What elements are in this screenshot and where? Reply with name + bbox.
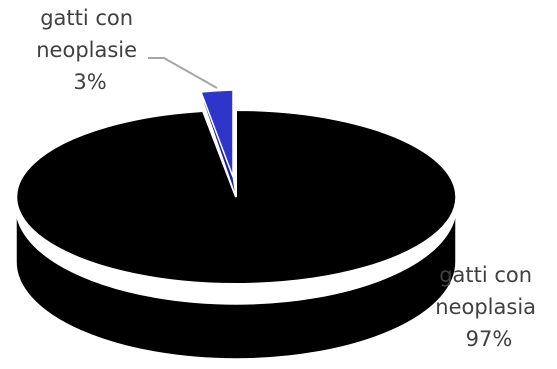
slice-label-small: gatti con neoplasie 3%: [36, 6, 144, 94]
slice-gatti-con-neoplasia: [15, 108, 458, 285]
slice-side-gatti-con-neoplasia: [15, 206, 457, 360]
slice-gatti-con-neoplasie: [199, 89, 234, 178]
slice-label-large-line1: gatti con: [439, 263, 532, 287]
slice-label-large-percent: 97%: [466, 327, 513, 351]
slice-label-small-line1: gatti con: [40, 6, 133, 30]
slice-label-small-line2: neoplasie: [36, 38, 137, 62]
slice-label-large: gatti con neoplasia 97%: [435, 263, 542, 351]
slice-label-small-percent: 3%: [73, 70, 106, 94]
leader-line: [148, 57, 218, 89]
slice-label-large-line2: neoplasia: [435, 295, 536, 319]
